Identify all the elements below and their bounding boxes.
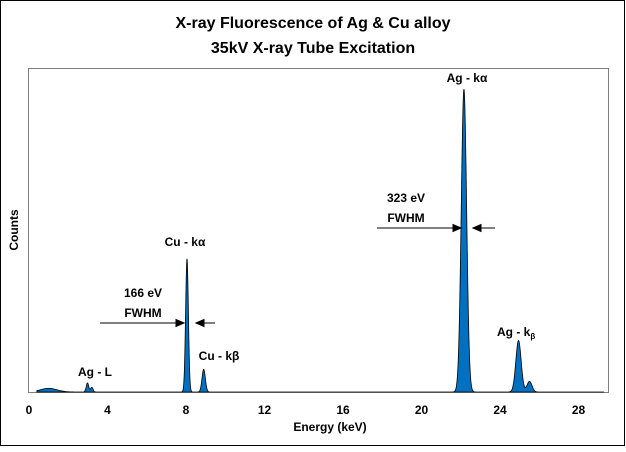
ag-fwhm-label: FWHM: [387, 211, 424, 225]
label-ag-kb: Ag - kβ: [497, 325, 535, 341]
plot-area: [28, 68, 609, 393]
x-tick-label: 0: [26, 403, 33, 417]
cu-fwhm-arrows: [100, 318, 215, 328]
ag-fwhm-value: 323 eV: [387, 191, 425, 205]
x-axis-label: Energy (keV): [293, 420, 366, 434]
label-cu-kb: Cu - kβ: [199, 349, 240, 363]
x-tick-label: 8: [183, 403, 190, 417]
cu-fwhm-label: FWHM: [124, 306, 161, 320]
x-tick-label: 24: [493, 403, 507, 417]
chart-title: X-ray Fluorescence of Ag & Cu alloy: [175, 15, 450, 32]
chart-subtitle: 35kV X-ray Tube Excitation: [211, 40, 415, 57]
label-cu-ka: Cu - kα: [165, 235, 206, 249]
cu-fwhm-value: 166 eV: [124, 286, 162, 300]
ag-fwhm-arrows: [377, 223, 495, 233]
x-tick-label: 4: [104, 403, 111, 417]
x-tick-label: 16: [336, 403, 350, 417]
x-tick-label: 12: [258, 403, 272, 417]
x-tick-label: 20: [415, 403, 429, 417]
label-ag-l: Ag - L: [78, 365, 112, 379]
x-tick-label: 28: [572, 403, 586, 417]
y-axis-label: Counts: [7, 209, 21, 251]
label-ag-ka: Ag - kα: [447, 71, 488, 85]
spectrum-area: [36, 89, 605, 393]
